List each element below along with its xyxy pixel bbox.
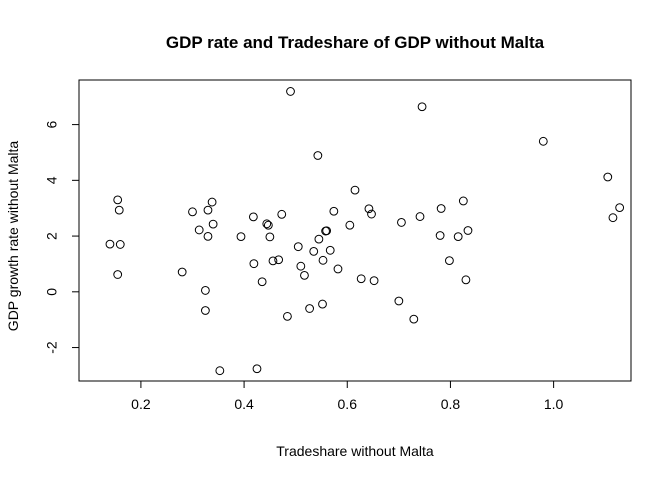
data-point [296,261,306,271]
data-point [313,151,323,160]
y-tick-label: -2 [44,341,60,354]
data-point [268,256,278,266]
data-point [113,270,123,279]
data-point [350,185,360,195]
data-point [200,286,210,295]
data-point [105,239,115,249]
data-point [203,231,213,241]
data-point [208,219,218,229]
data-point [538,136,548,146]
data-point [608,213,618,223]
x-tick-label: 0.4 [234,396,254,412]
data-point [603,172,613,182]
data-point [263,220,273,230]
data-point [333,264,343,274]
data-point [207,197,217,207]
data-point [113,195,123,205]
x-tick-label: 0.8 [441,396,461,412]
data-point [188,207,197,217]
data-point [325,245,335,255]
data-point [364,204,374,214]
data-point [194,225,204,235]
data-point [262,219,272,229]
data-point [274,255,284,265]
data-point [453,232,463,242]
data-point [415,212,425,221]
x-tick-label: 1.0 [544,396,564,412]
data-point [314,234,324,244]
x-axis-label: Tradeshare without Malta [276,443,434,459]
data-point [345,220,355,230]
data-point [615,203,625,213]
y-tick-label: 2 [44,232,60,240]
data-points [105,87,625,376]
data-point [445,256,454,266]
y-tick-label: 4 [44,176,60,184]
data-point [203,205,213,215]
x-axis: 0.2 0.4 0.6 0.8 1.0 [131,380,564,412]
data-point [114,205,124,215]
data-point [300,270,309,280]
y-axis-label: GDP growth rate without Malta [5,141,21,332]
chart-title: GDP rate and Tradeshare of GDP without M… [166,33,545,52]
data-point [200,306,210,315]
data-point [265,232,275,242]
data-point [318,255,328,265]
data-point [435,231,445,240]
y-tick-label: 6 [44,120,60,128]
data-point [249,259,259,269]
data-point [215,366,225,376]
data-point [257,277,267,287]
data-point [277,209,287,219]
data-point [305,304,315,313]
data-point [248,212,258,222]
data-point [436,204,446,213]
y-tick-label: 0 [44,288,60,296]
data-point [458,196,468,206]
data-point [369,276,379,286]
data-point [394,296,404,306]
y-axis: -2 0 2 4 6 [44,120,80,354]
data-point [236,232,246,242]
data-point [252,364,262,374]
data-point [356,274,366,284]
data-point [461,275,471,285]
data-point [309,247,319,256]
data-point [293,242,303,252]
data-point [283,311,292,321]
data-point [367,209,376,219]
data-point [115,240,125,249]
data-point [417,102,427,112]
data-point [397,218,406,227]
data-point [463,226,473,235]
x-tick-label: 0.6 [338,396,358,412]
data-point [318,299,327,309]
data-point [409,314,419,324]
data-point [322,226,332,236]
x-tick-label: 0.2 [131,396,151,412]
data-point [329,206,339,216]
data-point [286,87,295,96]
data-point [177,267,187,277]
